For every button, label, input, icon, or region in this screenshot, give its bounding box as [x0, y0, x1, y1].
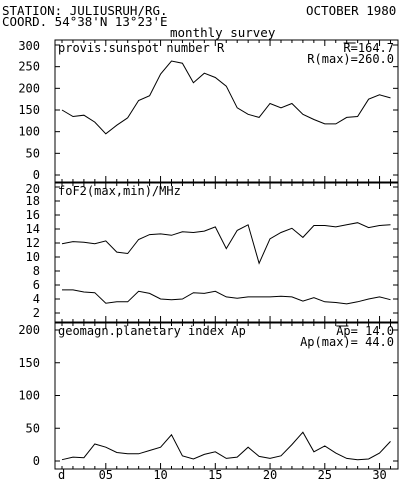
x-axis-tick-label: 25: [318, 468, 332, 480]
panel-2-frame: [54, 182, 399, 323]
x-axis-tick-label: 20: [263, 468, 277, 480]
panel-2-ytick-label: 20: [26, 182, 40, 196]
panel-2-series-1-line: [61, 222, 391, 265]
panel-3-series-1-line: [61, 431, 391, 461]
x-axis-tick-label: 30: [372, 468, 386, 480]
panel-2-ytick-label: 2: [33, 306, 40, 320]
panel-2-series-2-line: [62, 289, 391, 305]
x-axis-tick-label: 15: [208, 468, 222, 480]
report-header: STATION: JULIUSRUH/RG. COORD. 54°38'N 13…: [0, 0, 408, 40]
x-axis-tick-label: d: [58, 468, 65, 480]
panel-1-ytick-label: 50: [26, 146, 40, 160]
panel-1-ytick-label: 100: [18, 125, 40, 139]
panel-2-title: foF2(max,min)/MHz: [58, 184, 181, 198]
panel-3-stat-1: Ap= 14.0: [336, 324, 394, 338]
panel-1-ytick-label: 0: [33, 168, 40, 182]
panel-2-ytick-label: 8: [33, 264, 40, 278]
panel-3-stat-2: Ap(max)= 44.0: [300, 335, 394, 349]
panel-3-ytick-label: 200: [18, 323, 40, 337]
panel-3-ytick-label: 100: [18, 389, 40, 403]
survey-label: monthly survey: [170, 25, 276, 40]
panel-3-ytick-label: 50: [26, 421, 40, 435]
panel-1-stat-1: R=164.7: [343, 41, 394, 55]
panel-1-ytick-label: 200: [18, 81, 40, 95]
x-axis-tick-label: 10: [153, 468, 167, 480]
panel-1-ytick-label: 250: [18, 60, 40, 74]
coordinates-label: COORD. 54°38'N 13°23'E: [2, 14, 168, 29]
panel-1-title: provis.sunspot number R: [58, 41, 225, 55]
panel-2-ytick-label: 16: [26, 208, 40, 222]
panel-2-ytick-label: 18: [26, 194, 40, 208]
panel-1-series-1-line: [61, 60, 391, 135]
station-label: STATION: JULIUSRUH/RG.: [2, 3, 168, 18]
panel-2-ytick-label: 12: [26, 236, 40, 250]
x-axis-tick-label: 05: [99, 468, 113, 480]
panel-3-ytick-label: 0: [33, 454, 40, 468]
panel-2-ytick-label: 14: [26, 222, 40, 236]
panel-2-ytick-label: 10: [26, 250, 40, 264]
panel-2-ytick-label: 4: [33, 292, 40, 306]
month-label: OCTOBER 1980: [306, 3, 397, 18]
panel-1-stat-2: R(max)=260.0: [307, 52, 394, 66]
panel-1-ytick-label: 300: [18, 39, 40, 53]
panel-1-ytick-label: 150: [18, 103, 40, 117]
panel-3-ytick-label: 150: [18, 356, 40, 370]
panel-2-ytick-label: 6: [33, 278, 40, 292]
panel-3-title: geomagn.planetary index Ap: [58, 324, 246, 338]
